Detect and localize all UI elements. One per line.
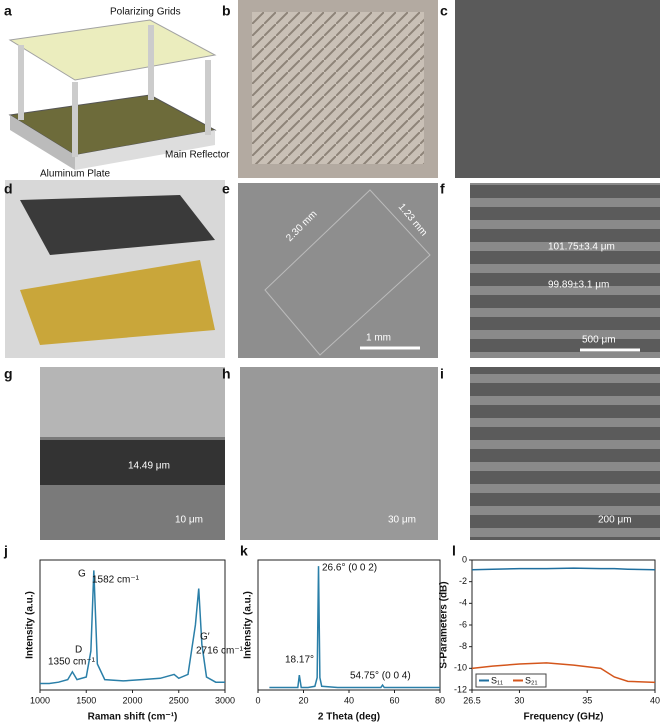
photo — [252, 12, 424, 164]
panel-label: d — [4, 181, 13, 197]
measurement: 14.49 μm — [128, 461, 170, 472]
panel-label: e — [222, 181, 230, 197]
data-line — [471, 662, 656, 684]
x-tick-label: 40 — [344, 695, 354, 705]
annotation: D — [75, 645, 82, 656]
x-tick-label: 30 — [514, 695, 524, 705]
photo — [455, 0, 660, 178]
photo — [240, 367, 438, 540]
x-axis-title: Raman shift (cm⁻¹) — [88, 712, 178, 723]
scale-bar: 30 μm — [388, 515, 416, 526]
scale-bar: 500 μm — [582, 335, 616, 346]
panel-label: f — [440, 181, 445, 197]
panel-label: h — [222, 366, 231, 382]
panel-label: i — [440, 366, 444, 382]
schematic — [8, 19, 217, 170]
scale-bar: 1 mm — [366, 333, 391, 344]
legend-label: S₂₁ — [525, 675, 538, 685]
scale-bar: 10 μm — [175, 515, 203, 526]
y-axis-title: Intensity (a.u.) — [243, 591, 254, 659]
axes-frame — [257, 559, 441, 691]
photo — [470, 183, 660, 358]
x-tick-label: 1500 — [76, 695, 96, 705]
axes-frame — [471, 559, 656, 691]
legend — [475, 673, 547, 688]
panel-label: a — [4, 3, 12, 19]
annotation: 26.6° (0 0 2) — [322, 563, 377, 574]
x-tick-label: 2500 — [169, 695, 189, 705]
x-tick-label: 3000 — [215, 695, 235, 705]
x-tick-label: 60 — [389, 695, 399, 705]
annotation: G′ — [200, 632, 210, 643]
photo — [238, 183, 438, 358]
scale-bar: 200 μm — [598, 515, 632, 526]
measurement: 99.89±3.1 μm — [548, 280, 609, 291]
annotation: 18.17° — [285, 655, 314, 666]
panel-label: c — [440, 3, 448, 19]
data-line — [40, 570, 225, 685]
annotation: 2716 cm⁻¹ — [196, 646, 244, 657]
panel-label: k — [240, 543, 248, 559]
y-tick-label: -8 — [459, 641, 467, 651]
x-tick-label: 26.5 — [463, 695, 481, 705]
label: Aluminum Plate — [40, 169, 110, 180]
data-line — [471, 567, 656, 571]
x-tick-label: 1000 — [30, 695, 50, 705]
y-tick-label: -12 — [454, 684, 467, 694]
panel-label: g — [4, 366, 13, 382]
y-tick-label: -4 — [459, 598, 467, 608]
data-line — [269, 566, 440, 689]
y-axis-title: Intensity (a.u.) — [25, 591, 36, 659]
x-axis-title: 2 Theta (deg) — [318, 712, 380, 723]
annotation: 1582 cm⁻¹ — [92, 575, 140, 586]
y-tick-label: 0 — [462, 554, 467, 564]
measurement: 101.75±3.4 μm — [548, 242, 615, 253]
panel-label: b — [222, 3, 231, 19]
label: Main Reflector — [165, 150, 230, 161]
x-tick-label: 40 — [650, 695, 660, 705]
annotation: 54.75° (0 0 4) — [350, 671, 411, 682]
label: Polarizing Grids — [110, 7, 181, 18]
photo — [470, 367, 660, 540]
panel-label: l — [452, 543, 456, 559]
x-tick-label: 20 — [298, 695, 308, 705]
annotation: 1350 cm⁻¹ — [48, 657, 96, 668]
y-tick-label: -2 — [459, 576, 467, 586]
y-axis-title: S-Parameters (dB) — [439, 581, 450, 668]
y-tick-label: -6 — [459, 619, 467, 629]
x-axis-title: Frequency (GHz) — [523, 712, 603, 723]
legend-label: S₁₁ — [491, 675, 503, 685]
annotation: G — [78, 569, 86, 580]
x-tick-label: 0 — [255, 695, 260, 705]
x-tick-label: 2000 — [122, 695, 142, 705]
x-tick-label: 35 — [582, 695, 592, 705]
panel-label: j — [3, 543, 8, 559]
y-tick-label: -10 — [454, 663, 467, 673]
x-tick-label: 80 — [435, 695, 445, 705]
